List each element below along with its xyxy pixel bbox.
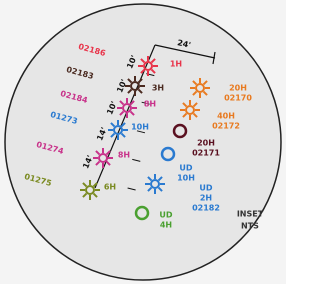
inset-label: INSET: [237, 210, 264, 219]
marker-label: 02170: [224, 94, 252, 103]
marker-label: 02171: [192, 149, 220, 158]
marker-label: 2H: [200, 194, 212, 203]
inset-map: 24' INSET NTS 10'10'10'14'14'021861H0218…: [0, 0, 286, 284]
marker-label: UD: [199, 184, 212, 193]
marker-label: UD: [179, 164, 192, 173]
marker-label: 40H: [217, 112, 235, 121]
marker-label: 8H: [144, 100, 156, 109]
inset-label: NTS: [241, 222, 259, 231]
marker-label: 02182: [192, 204, 220, 213]
marker-label: 6H: [104, 183, 116, 192]
marker-label: UD: [159, 211, 172, 220]
marker-label: 1H: [170, 60, 182, 69]
marker-label: 8H: [118, 151, 130, 160]
marker-label: 3H: [152, 84, 164, 93]
marker-label: 4H: [160, 221, 172, 230]
marker-label: 10H: [177, 174, 195, 183]
marker-label: 20H: [197, 139, 215, 148]
marker-label: 10H: [131, 123, 149, 132]
marker-label: 20H: [229, 84, 247, 93]
marker-label: 02172: [212, 122, 240, 131]
